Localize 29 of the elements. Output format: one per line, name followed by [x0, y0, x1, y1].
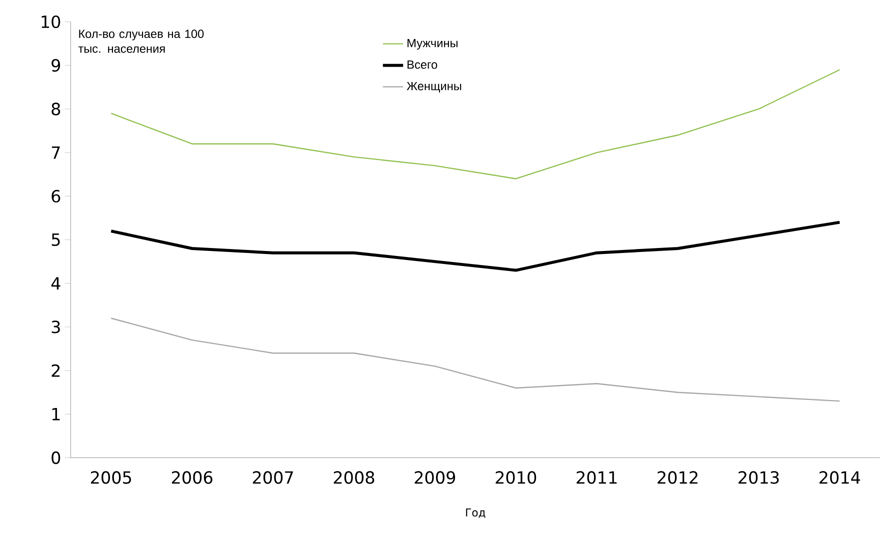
legend-label: Мужчины — [408, 39, 458, 50]
x-tick-label: 2010 — [496, 471, 536, 484]
y-tick-label: 5 — [52, 234, 60, 246]
y-tick-label: 0 — [52, 451, 60, 464]
y-tick-label: 8 — [52, 102, 60, 116]
x-tick-label: 2014 — [820, 471, 860, 484]
x-tick-label: 2007 — [252, 471, 293, 484]
y-tick-label: 7 — [52, 146, 60, 159]
y-tick-label: 10 — [42, 15, 60, 28]
line-series — [110, 220, 842, 272]
y-tick-label: 2 — [52, 364, 60, 377]
line-series — [110, 318, 840, 402]
line-series — [110, 69, 840, 180]
x-tick-label: 2011 — [576, 471, 617, 484]
y-tick-label: 9 — [52, 59, 60, 72]
y-axis-title: Кол-во случаев на 100 тыс. населения — [78, 30, 204, 53]
x-tick-label: 2008 — [334, 471, 374, 484]
y-tick-label: 1 — [52, 408, 60, 420]
y-tick-label: 4 — [51, 277, 60, 290]
y-tick-label: 6 — [52, 190, 60, 202]
x-tick-label: 2012 — [658, 471, 698, 484]
legend-label: Женщины — [406, 82, 462, 93]
y-tick-label: 3 — [52, 320, 60, 334]
x-tick-label: 2005 — [90, 471, 131, 484]
x-tick-label: 2006 — [172, 471, 212, 484]
x-axis-title: Год — [466, 508, 486, 518]
x-tick-label: 2009 — [414, 471, 456, 484]
legend-label: Всего — [408, 60, 438, 69]
x-tick-label: 2013 — [738, 471, 779, 484]
